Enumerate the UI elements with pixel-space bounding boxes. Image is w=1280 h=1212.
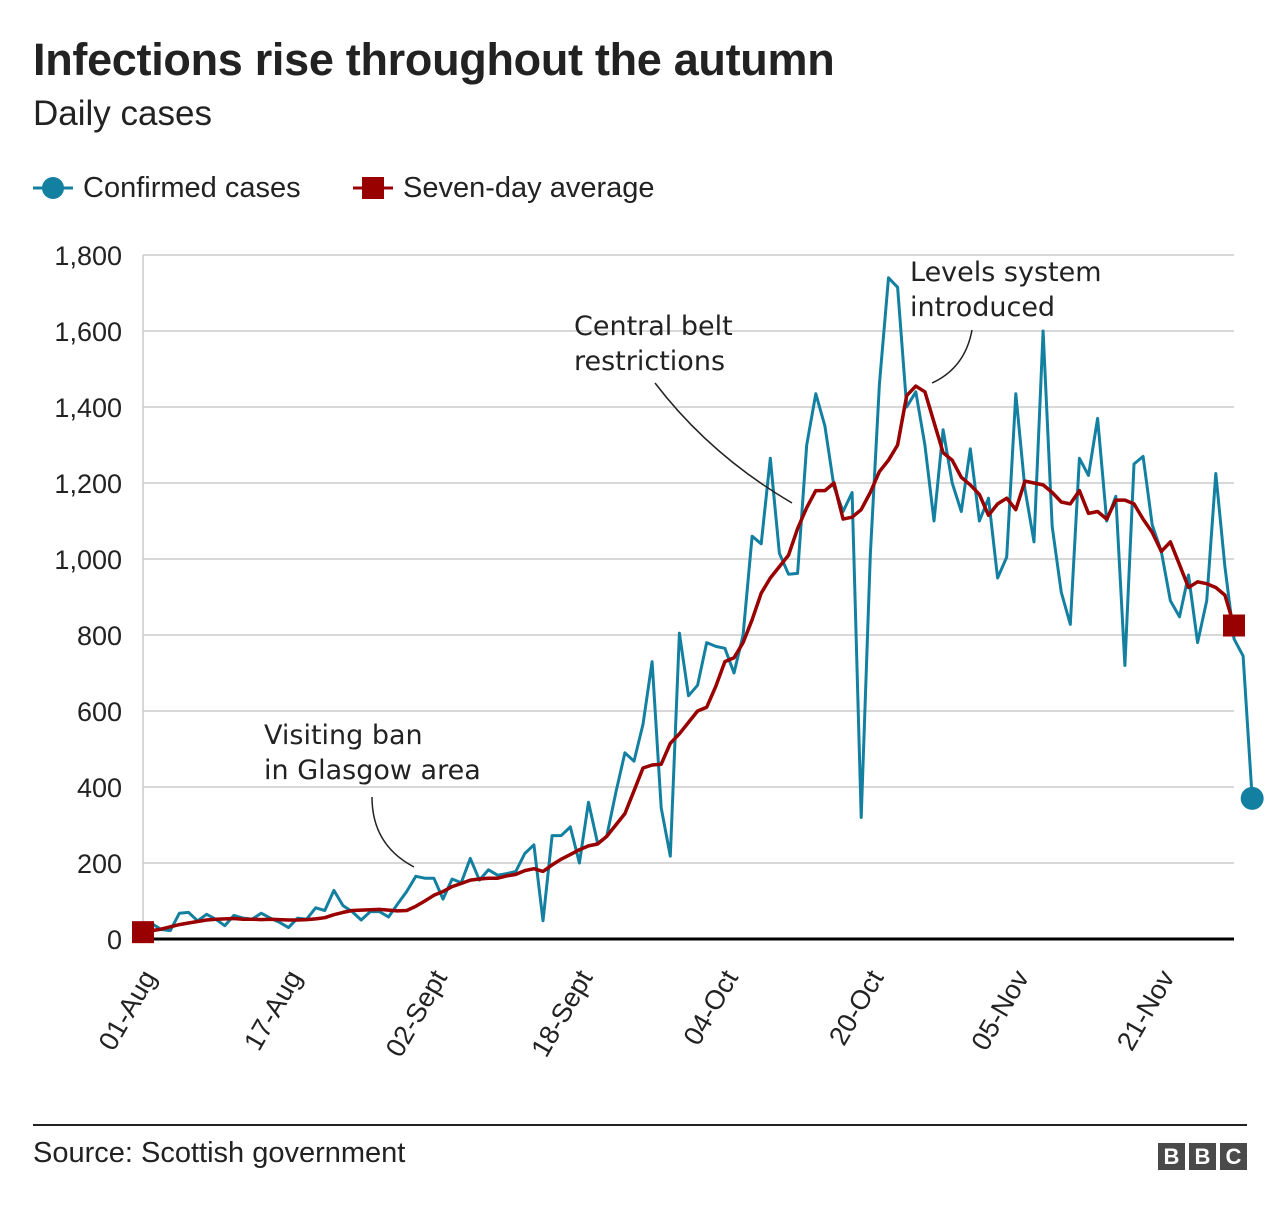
annotation-central-belt: Central belt restrictions <box>574 311 793 504</box>
annotation-pointer <box>371 796 415 868</box>
legend-item-average: Seven-day average <box>353 168 655 208</box>
y-tick-label: 1,600 <box>54 317 122 347</box>
legend-square-icon <box>353 177 393 199</box>
legend-item-confirmed: Confirmed cases <box>33 168 301 208</box>
x-tick-label: 17-Aug <box>238 965 308 1055</box>
chart-subtitle: Daily cases <box>33 94 212 133</box>
series-line-confirmed <box>141 276 1254 934</box>
series-marker-average-start <box>132 921 154 944</box>
y-tick-label: 0 <box>107 925 122 955</box>
x-tick-label: 18-Sept <box>525 965 599 1062</box>
annotation-text: introduced <box>910 292 1055 323</box>
gridlines <box>142 254 1234 939</box>
bbc-logo: B B C <box>1158 1143 1247 1170</box>
annotation-text: Visiting ban <box>264 720 423 751</box>
annotation-text: restrictions <box>574 346 725 377</box>
y-tick-label: 1,800 <box>54 241 122 271</box>
y-tick-label: 200 <box>77 849 122 879</box>
annotations: Visiting ban in Glasgow area Central belt r… <box>264 257 1102 868</box>
annotation-levels-system: Levels system introduced <box>910 257 1102 384</box>
x-tick-label: 20-Oct <box>823 965 890 1051</box>
x-tick-label: 04-Oct <box>678 965 745 1051</box>
annotation-text: in Glasgow area <box>264 755 481 786</box>
annotation-visiting-ban: Visiting ban in Glasgow area <box>264 720 481 868</box>
annotation-text: Central belt <box>574 311 733 342</box>
series-marker-average-end <box>1223 614 1245 637</box>
legend-circle-icon <box>33 177 73 199</box>
series-layer <box>132 276 1264 944</box>
y-tick-label: 800 <box>77 621 122 651</box>
line-chart: 0 200 400 600 800 1,000 1,200 1,400 1,600 1,800 0… <box>54 241 1264 1062</box>
source-note: Source: Scottish government <box>33 1137 406 1169</box>
bbc-logo-letter: C <box>1220 1143 1247 1170</box>
x-tick-label: 01-Aug <box>93 965 163 1055</box>
y-tick-label: 1,200 <box>54 469 122 499</box>
y-tick-label: 1,400 <box>54 393 122 423</box>
x-axis-ticks: 01-Aug 17-Aug 02-Sept 18-Sept 04-Oct 20-Oct 05… <box>93 965 1181 1062</box>
legend-label-confirmed: Confirmed cases <box>83 171 301 204</box>
annotation-text: Levels system <box>910 257 1102 288</box>
y-axis-ticks: 0 200 400 600 800 1,000 1,200 1,400 1,600 1,800 <box>54 241 122 955</box>
x-tick-label: 21-Nov <box>1111 965 1181 1056</box>
y-tick-label: 400 <box>77 773 122 803</box>
x-tick-label: 05-Nov <box>965 965 1035 1056</box>
bbc-logo-letter: B <box>1189 1143 1216 1170</box>
series-marker-confirmed-end <box>1240 786 1264 810</box>
footer-divider <box>33 1124 1247 1126</box>
chart-title: Infections rise throughout the autumn <box>33 34 835 85</box>
bbc-logo-letter: B <box>1158 1143 1185 1170</box>
series-line-average <box>142 384 1236 934</box>
x-tick-label: 02-Sept <box>380 965 454 1062</box>
legend-label-average: Seven-day average <box>403 171 655 204</box>
y-tick-label: 600 <box>77 697 122 727</box>
annotation-pointer <box>654 382 793 504</box>
annotation-pointer <box>931 329 973 384</box>
y-tick-label: 1,000 <box>54 545 122 575</box>
